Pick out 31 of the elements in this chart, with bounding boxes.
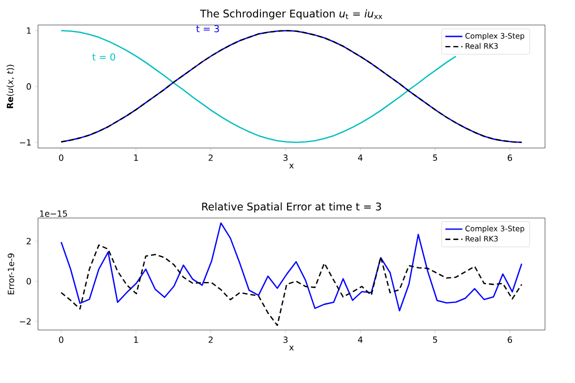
x-tick-label: 0 (59, 336, 64, 343)
x-axis-title: x (289, 346, 294, 350)
y-tick-label: 0 (26, 278, 31, 284)
x-tick-label: 3 (283, 154, 288, 161)
x-tick-label: 5 (433, 336, 438, 343)
x-tick-label: 3 (283, 336, 288, 343)
y-tick-label: 2 (26, 238, 31, 244)
x-tick-label: 4 (358, 154, 363, 161)
line-series (60, 222, 522, 312)
x-axis-title: x (289, 164, 294, 168)
x-tick-label: 0 (59, 154, 64, 161)
y-axis-title: Error-1e-9 (8, 253, 14, 294)
x-tick-label: 1 (134, 154, 138, 161)
x-tick-label: 4 (358, 336, 363, 343)
text: 1e−15 (40, 210, 67, 217)
x-tick-label: 2 (208, 336, 213, 343)
y-axis-title: Re(u(x, t)) (6, 64, 14, 108)
y-tick-label: −1 (20, 139, 31, 146)
chart-title: Relative Spatial Error at time t = 3 (202, 202, 381, 212)
y-tick-label: −2 (20, 318, 31, 325)
annotation: t = 0 (92, 53, 116, 61)
chart-title: The Schrodinger Equation u$_{t}$ = iu$_{xx}$ (200, 9, 382, 20)
y-tick-label: 0 (26, 83, 31, 90)
y-tick-label: 1 (27, 28, 31, 34)
line-series (60, 244, 522, 326)
x-tick-label: 5 (433, 154, 438, 161)
x-tick-label: 6 (508, 154, 512, 161)
annotation: t = 3 (196, 25, 219, 32)
x-tick-label: 2 (208, 154, 213, 161)
x-tick-label: 1 (134, 336, 138, 343)
x-tick-label: 6 (508, 336, 512, 343)
